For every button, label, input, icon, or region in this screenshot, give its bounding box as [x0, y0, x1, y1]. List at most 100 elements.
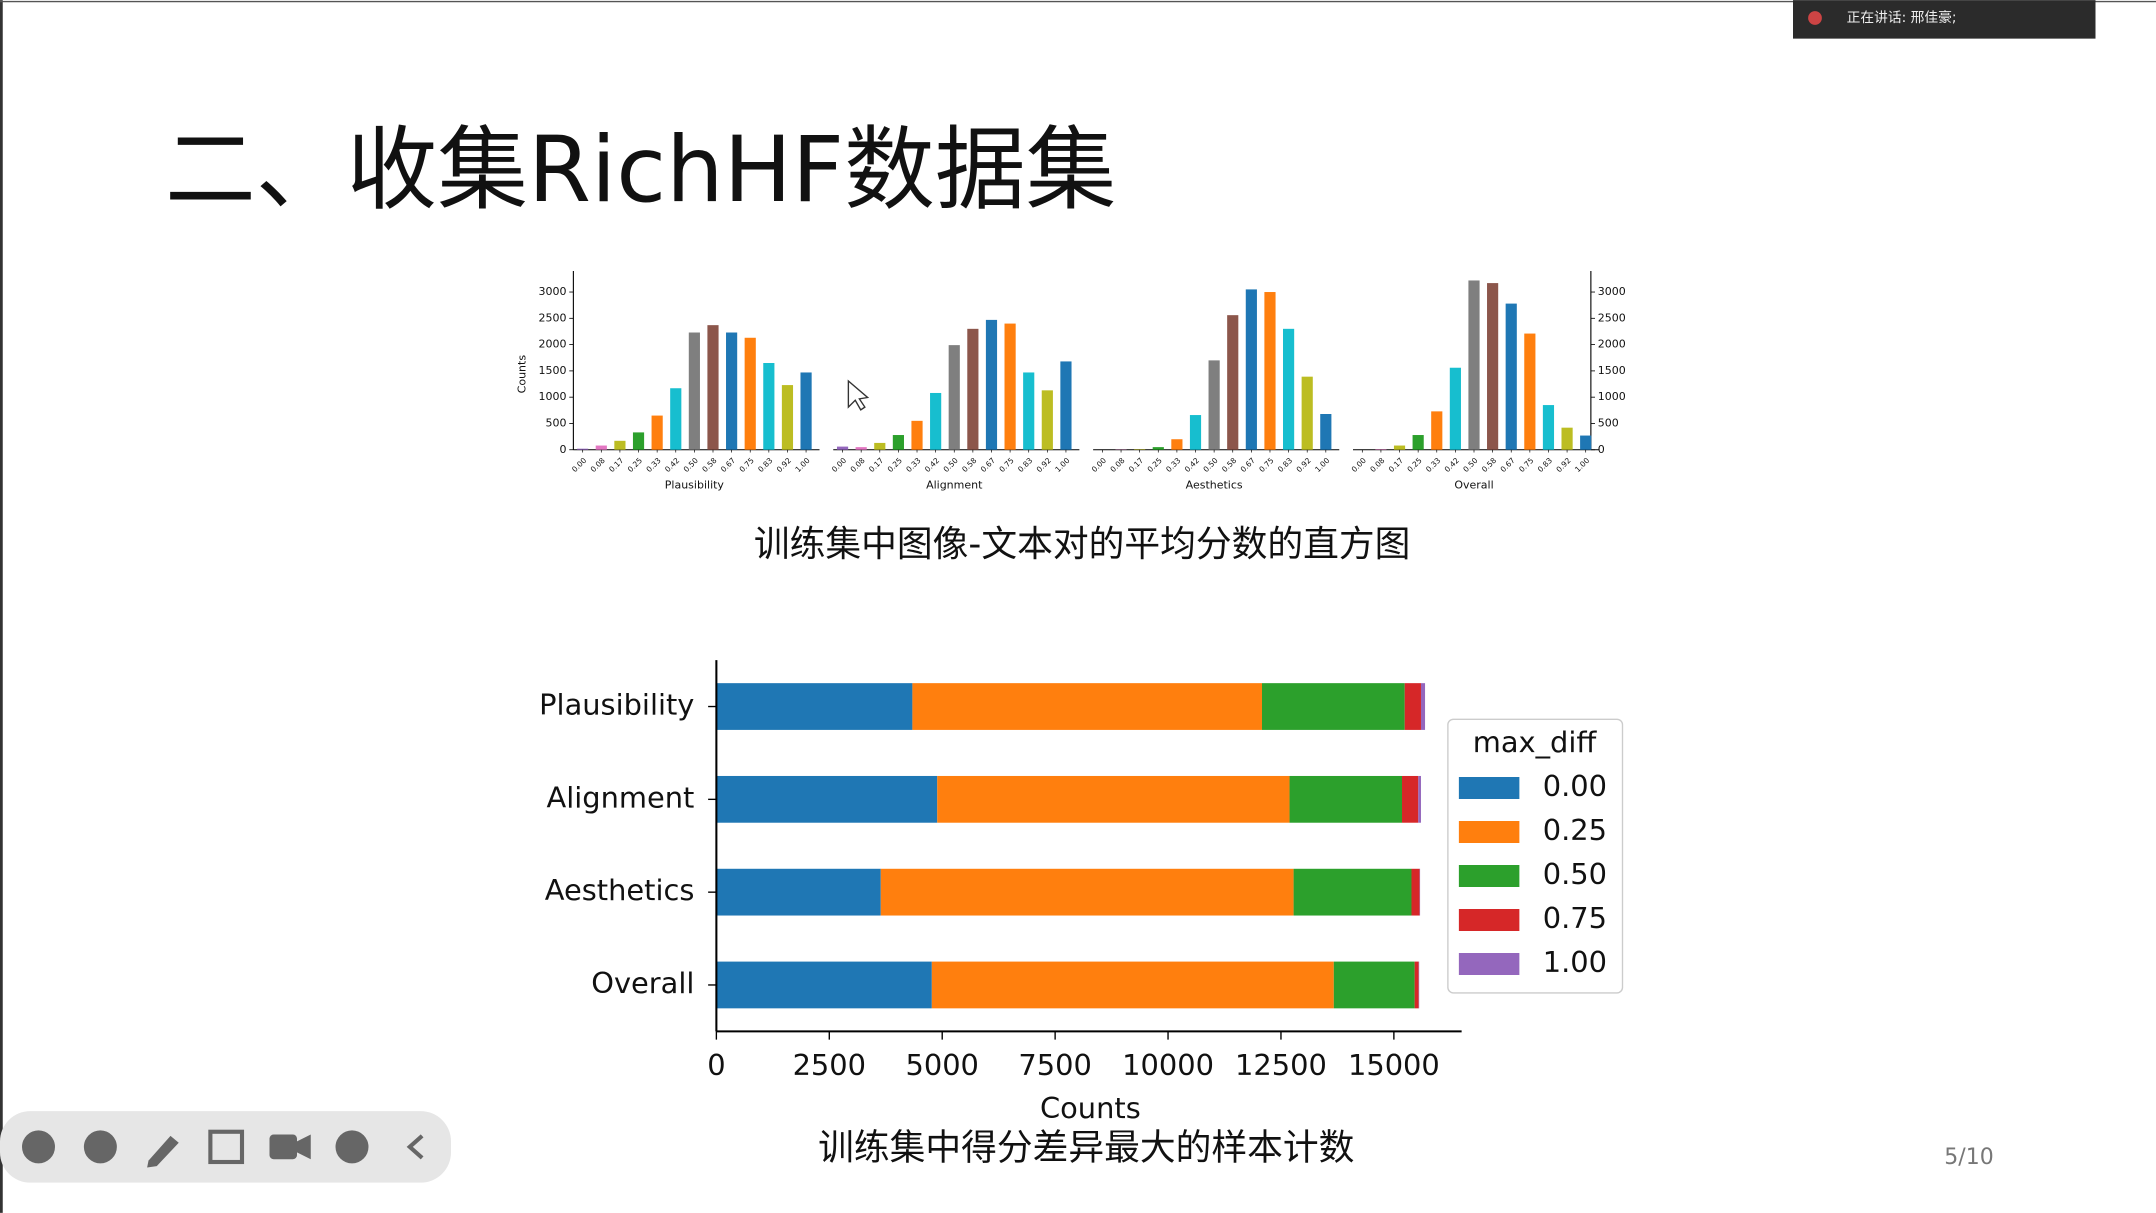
- bar: [1208, 360, 1220, 450]
- legend-swatch: [1458, 865, 1520, 887]
- bar-segment: [1289, 775, 1403, 823]
- bar: [1542, 405, 1555, 450]
- bar: [1283, 328, 1295, 450]
- pen-button[interactable]: [147, 1135, 179, 1168]
- bar-segment: [1411, 868, 1420, 916]
- bar-segment: [1261, 683, 1405, 730]
- y-tick-label: Alignment: [547, 780, 695, 814]
- bar: [1449, 367, 1461, 450]
- bar: [1152, 447, 1164, 450]
- y-tick-label: 2000: [1598, 338, 1626, 351]
- legend-label: 1.00: [1543, 945, 1607, 979]
- bar-segment: [716, 868, 881, 916]
- bar: [1245, 289, 1257, 450]
- y-tick-label: 2000: [539, 338, 567, 351]
- legend-swatch: [1458, 821, 1520, 843]
- bar: [1301, 376, 1313, 450]
- x-tick-label: 15000: [1348, 1048, 1440, 1082]
- bar: [577, 448, 589, 450]
- next-button[interactable]: [83, 1130, 117, 1164]
- bar: [800, 372, 812, 450]
- x-tick-label: 2500: [793, 1048, 866, 1082]
- bar: [1375, 449, 1387, 450]
- x-axis-label: Aesthetics: [1186, 479, 1243, 492]
- bar-segment: [1333, 961, 1415, 1009]
- x-tick-label: 0: [707, 1048, 725, 1082]
- bar: [836, 446, 849, 450]
- legend-swatch: [1458, 909, 1520, 931]
- y-tick-label: 2500: [1598, 311, 1626, 324]
- mouse-cursor: [847, 379, 870, 411]
- bar: [1561, 427, 1573, 450]
- bar: [1487, 283, 1499, 450]
- y-tick-label: 3000: [539, 285, 567, 298]
- bar: [1412, 435, 1424, 450]
- bar: [1134, 449, 1146, 450]
- bar: [688, 332, 700, 450]
- mic-icon: [1808, 11, 1822, 25]
- bar: [985, 319, 998, 450]
- bar: [632, 432, 645, 450]
- bar: [1171, 439, 1183, 450]
- speaker-overlay: [1793, 0, 2096, 39]
- y-tick-label: Aesthetics: [545, 873, 695, 907]
- bar: [1189, 415, 1202, 450]
- bar: [1023, 372, 1035, 450]
- bar-segment: [1414, 961, 1419, 1009]
- bar: [726, 332, 738, 450]
- bar-segment: [1402, 775, 1419, 823]
- bar: [1431, 411, 1443, 450]
- bar: [1320, 414, 1332, 450]
- y-tick-label: 500: [1598, 416, 1619, 429]
- toolbar-background: [0, 1111, 451, 1183]
- y-tick-label: 500: [546, 416, 567, 429]
- x-axis-label: Counts: [1040, 1091, 1141, 1125]
- video-button-lens: [297, 1134, 311, 1160]
- y-tick-label: 1000: [539, 390, 567, 403]
- bar: [614, 440, 626, 450]
- bar-segment: [716, 683, 913, 730]
- bar: [892, 435, 904, 450]
- prev-button[interactable]: [22, 1130, 55, 1164]
- screenshot-button[interactable]: [208, 1129, 245, 1165]
- toolbar: [0, 1111, 451, 1183]
- slide-title: 二、收集RichHF数据集: [165, 118, 1116, 223]
- bar: [930, 392, 942, 450]
- y-tick-label: 2500: [539, 311, 567, 324]
- x-tick-label: 7500: [1018, 1048, 1091, 1082]
- bar: [1505, 303, 1517, 450]
- bar: [1041, 390, 1053, 450]
- bar-segment: [912, 683, 1262, 730]
- y-tick-label: Plausibility: [539, 688, 694, 722]
- video-button[interactable]: [269, 1134, 298, 1160]
- bar: [1264, 292, 1276, 450]
- x-tick-label: 12500: [1235, 1048, 1327, 1082]
- more-button[interactable]: [335, 1130, 369, 1164]
- x-axis-label: Plausibility: [665, 479, 725, 492]
- y-tick-label: 3000: [1598, 285, 1626, 298]
- legend-label: 0.75: [1543, 901, 1607, 935]
- bar-segment: [1418, 775, 1421, 823]
- caption: 训练集中图像-文本对的平均分数的直方图: [754, 524, 1410, 565]
- bar: [948, 345, 960, 450]
- legend-swatch: [1458, 953, 1520, 975]
- bar-segment: [1404, 683, 1421, 730]
- x-tick-label: 5000: [905, 1048, 978, 1082]
- y-tick-label: 0: [1598, 443, 1605, 456]
- bar: [1004, 323, 1016, 450]
- x-axis-label: Overall: [1454, 479, 1493, 492]
- legend-label: 0.00: [1543, 769, 1607, 803]
- bar: [1580, 435, 1592, 450]
- page-number: 5/10: [1944, 1145, 1993, 1170]
- bar: [744, 337, 756, 450]
- legend-label: 0.25: [1543, 813, 1607, 847]
- y-tick-label: Overall: [591, 966, 694, 1000]
- collapse-button[interactable]: [406, 1134, 424, 1160]
- bar-segment: [716, 961, 932, 1009]
- legend-label: 0.50: [1543, 857, 1607, 891]
- bar: [1524, 333, 1536, 450]
- bar: [707, 325, 719, 450]
- y-axis-label: Counts: [516, 355, 529, 394]
